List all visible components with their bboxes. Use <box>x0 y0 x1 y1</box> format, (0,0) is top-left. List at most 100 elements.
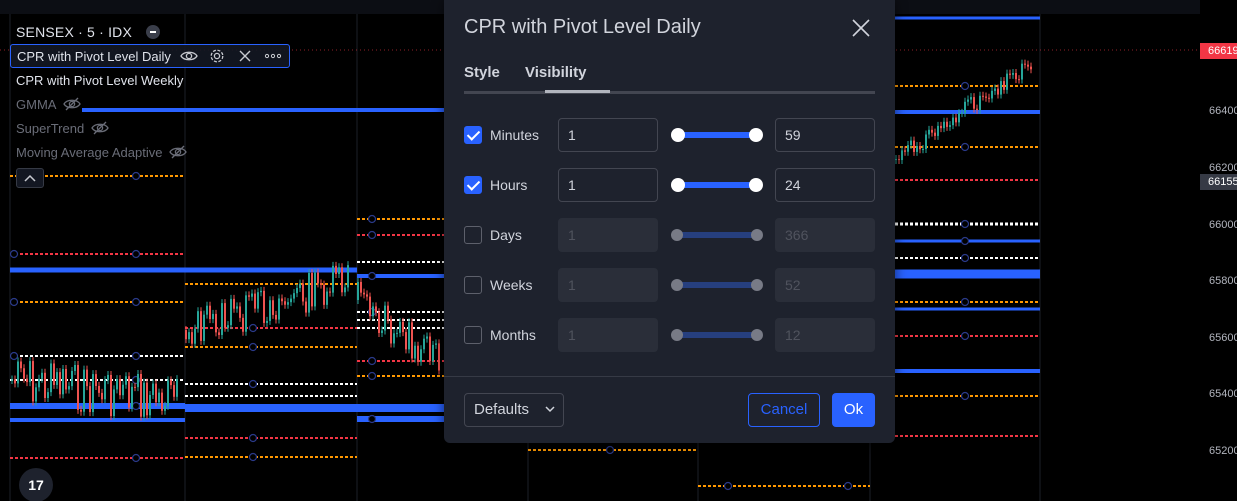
candle-body <box>961 112 963 114</box>
candle-body <box>146 382 148 416</box>
candle-body <box>958 113 960 123</box>
candle-body <box>973 97 975 109</box>
pivot-marker <box>367 356 377 366</box>
symbol-header: SENSEX · 5 · IDX <box>10 20 290 44</box>
indicator-gmma[interactable]: GMMA <box>10 92 290 116</box>
candle-body <box>1021 63 1023 80</box>
pivot-marker <box>248 433 258 443</box>
candle-body <box>910 140 912 146</box>
eye-hidden-icon[interactable] <box>62 95 82 113</box>
chevron-down-icon <box>545 406 555 413</box>
defaults-dropdown[interactable]: Defaults <box>464 393 564 427</box>
candle-body <box>363 292 365 295</box>
candle-body <box>928 129 930 135</box>
candle-body <box>964 101 966 113</box>
hours-range-slider[interactable] <box>671 178 763 192</box>
tab-visibility[interactable]: Visibility <box>525 64 587 81</box>
candle-body <box>203 314 205 341</box>
indicator-moving-average-adaptive[interactable]: Moving Average Adaptive <box>10 140 290 164</box>
close-icon[interactable] <box>235 47 255 65</box>
tab-style[interactable]: Style <box>464 64 500 81</box>
hours-min-input[interactable]: 1 <box>558 168 658 202</box>
indicator-cpr-weekly[interactable]: CPR with Pivot Level Weekly <box>10 68 290 92</box>
row-label: Months <box>490 327 536 343</box>
gear-icon[interactable] <box>207 47 227 65</box>
candle-body <box>423 338 425 350</box>
months-checkbox[interactable] <box>464 326 482 344</box>
minutes-range-slider[interactable] <box>671 128 763 142</box>
more-icon[interactable] <box>263 47 283 65</box>
candle-body <box>206 305 208 315</box>
candle-body <box>248 295 250 297</box>
days-checkbox[interactable] <box>464 226 482 244</box>
candle-body <box>68 386 70 390</box>
candle-body <box>107 374 109 381</box>
candle-body <box>299 283 301 288</box>
candle-body <box>128 376 130 408</box>
candle-body <box>50 363 52 393</box>
slider-min-handle[interactable] <box>671 178 685 192</box>
slider-max-handle[interactable] <box>749 178 763 192</box>
chevron-up-icon <box>24 174 36 182</box>
indicator-settings-dialog: CPR with Pivot Level Daily Style Visibil… <box>444 0 895 443</box>
price-tick: 65800 <box>1209 275 1237 287</box>
candle-body <box>357 281 359 300</box>
cancel-button[interactable]: Cancel <box>748 393 820 427</box>
slider-min-handle[interactable] <box>671 128 685 142</box>
candle-body <box>92 374 94 413</box>
legend-collapse-button[interactable] <box>16 168 44 188</box>
candle-body <box>110 374 112 417</box>
tradingview-logo[interactable]: 17 <box>19 468 53 501</box>
ok-button[interactable]: Ok <box>832 393 875 427</box>
minutes-max-input[interactable]: 59 <box>775 118 875 152</box>
candle-body <box>119 379 121 396</box>
slider-max-handle <box>751 279 763 291</box>
candle-body <box>408 322 410 350</box>
close-icon[interactable] <box>850 17 872 39</box>
hours-max-input[interactable]: 24 <box>775 168 875 202</box>
candle-body <box>1024 63 1026 65</box>
dialog-tabs: Style Visibility <box>464 64 875 94</box>
candle-body <box>122 384 124 396</box>
candle-body <box>347 265 349 288</box>
candle-body <box>943 121 945 129</box>
slider-track <box>673 232 761 238</box>
candle-body <box>47 392 49 398</box>
candle-body <box>381 330 383 333</box>
eye-hidden-icon[interactable] <box>90 119 110 137</box>
indicator-supertrend[interactable]: SuperTrend <box>10 116 290 140</box>
candle-body <box>233 298 235 309</box>
minutes-checkbox[interactable] <box>464 126 482 144</box>
hours-checkbox[interactable] <box>464 176 482 194</box>
candle-body <box>89 386 91 413</box>
slider-max-handle[interactable] <box>749 128 763 142</box>
candle-body <box>272 300 274 315</box>
candle-body <box>991 90 993 99</box>
indicator-cpr-daily[interactable]: CPR with Pivot Level Daily <box>10 44 290 68</box>
candle-body <box>949 125 951 127</box>
candle-body <box>56 372 58 385</box>
candle-body <box>326 291 328 305</box>
candle-body <box>65 368 67 390</box>
price-scale[interactable]: 66400 66200 66000 65800 65600 65400 6520… <box>1200 0 1237 501</box>
weeks-checkbox[interactable] <box>464 276 482 294</box>
candle-body <box>131 386 133 408</box>
price-tick: 65400 <box>1209 388 1237 400</box>
candle-body <box>11 379 13 381</box>
candle-body <box>1012 73 1014 75</box>
eye-icon[interactable] <box>179 47 199 65</box>
candle-body <box>994 88 996 91</box>
pivot-marker <box>605 445 615 455</box>
candle-body <box>200 311 202 341</box>
minutes-min-input[interactable]: 1 <box>558 118 658 152</box>
collapse-symbol-icon[interactable] <box>146 25 161 39</box>
candle-body <box>191 332 193 344</box>
candle-body <box>269 300 271 321</box>
candle-body <box>375 306 377 313</box>
candle-body <box>296 287 298 294</box>
candle-body <box>1018 79 1020 81</box>
candle-body <box>218 332 220 335</box>
candle-body <box>38 378 40 388</box>
eye-hidden-icon[interactable] <box>168 143 188 161</box>
